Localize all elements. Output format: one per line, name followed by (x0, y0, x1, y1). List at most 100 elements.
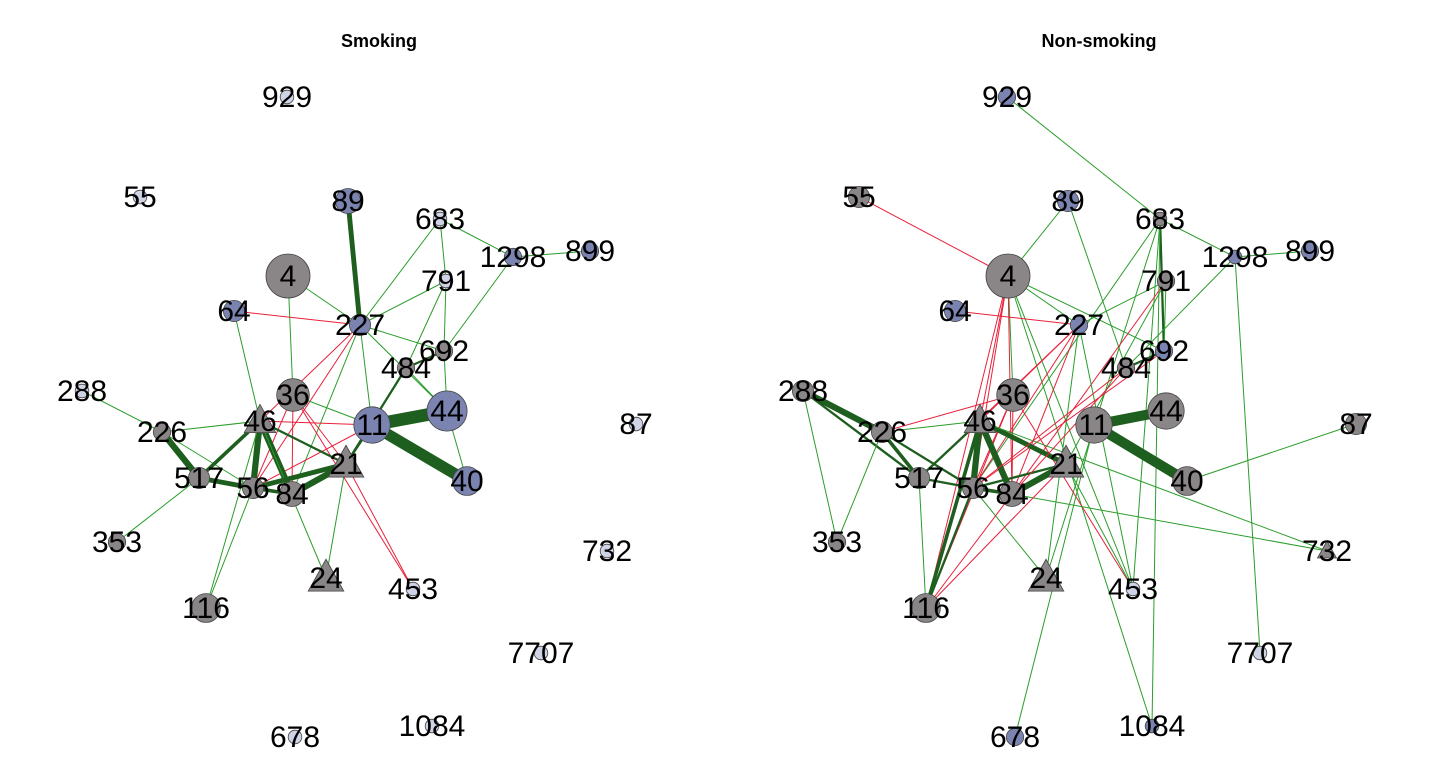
node-116: 116 (902, 592, 950, 625)
node-marker-791 (438, 273, 454, 289)
node-484: 484 (1101, 352, 1151, 385)
edge-56-21 (971, 462, 1068, 490)
node-marker-899 (1300, 241, 1320, 261)
edge-56-24 (972, 487, 1047, 579)
edge-46-732 (979, 420, 1328, 552)
edge-791-484 (405, 280, 447, 369)
node-1084: 1084 (399, 710, 466, 743)
node-marker-40 (1172, 466, 1202, 496)
edge-683-227 (359, 218, 441, 326)
node-46: 46 (243, 403, 277, 438)
node-marker-55 (848, 185, 871, 208)
node-label-56: 56 (236, 472, 269, 505)
node-marker-84 (279, 481, 305, 507)
node-24: 24 (307, 558, 345, 595)
node-marker-116 (911, 593, 941, 623)
node-marker-732 (1316, 540, 1338, 559)
edge-288-353 (802, 390, 838, 543)
node-353: 353 (92, 526, 142, 559)
node-36: 36 (276, 378, 310, 412)
edge-64-227 (233, 310, 361, 326)
node-marker-226 (871, 420, 894, 443)
edge-227-46 (259, 324, 361, 422)
edge-1298-484 (1125, 256, 1236, 369)
node-11: 11 (1075, 406, 1113, 444)
node-marker-353 (827, 532, 847, 552)
node-marker-353 (107, 532, 127, 552)
panel-non-smoking: Non-smoking 929 55 89 683 1298 899 4 791 64 227 69… (778, 31, 1373, 754)
edge-1298-692 (443, 256, 514, 352)
node-marker-7707 (1252, 645, 1268, 661)
node-64: 64 (938, 295, 971, 328)
node-marker-929 (997, 87, 1017, 107)
node-label-692: 692 (419, 335, 469, 368)
node-227: 227 (1054, 309, 1104, 342)
edge-288-517 (801, 389, 921, 480)
node-929: 929 (262, 81, 312, 114)
node-marker-40 (452, 466, 482, 496)
node-marker-683 (1152, 211, 1168, 227)
node-marker-24 (1027, 558, 1065, 592)
node-4: 4 (265, 253, 311, 299)
edge-4-453 (1007, 275, 1134, 590)
node-label-40: 40 (450, 465, 483, 498)
node-label-226: 226 (137, 416, 187, 449)
node-marker-683 (432, 211, 448, 227)
node-marker-1298 (503, 247, 523, 267)
node-label-4: 4 (1000, 260, 1017, 293)
node-marker-56 (241, 476, 264, 499)
node-label-64: 64 (938, 295, 971, 328)
node-marker-21 (1047, 444, 1085, 478)
node-label-40: 40 (1170, 465, 1203, 498)
node-marker-453 (1125, 581, 1141, 597)
node-791: 791 (421, 265, 471, 298)
node-marker-517 (187, 466, 210, 489)
edge-1298-899 (1234, 250, 1311, 258)
node-marker-56 (962, 476, 985, 499)
edge-55-4 (858, 196, 1009, 277)
node-label-21: 21 (329, 448, 362, 481)
node-89: 89 (331, 185, 364, 218)
node-marker-678 (287, 729, 303, 745)
node-marker-44 (426, 390, 468, 432)
node-marker-84 (999, 481, 1025, 507)
node-marker-692 (434, 341, 454, 361)
node-55: 55 (123, 181, 156, 214)
node-marker-64 (222, 299, 245, 322)
node-683: 683 (415, 203, 465, 236)
edge-227-56 (972, 324, 1080, 489)
node-484: 484 (381, 352, 431, 385)
edge-226-46 (881, 420, 981, 433)
edge-791-84 (1011, 280, 1167, 495)
edge-517-353 (116, 477, 200, 543)
node-marker-453 (405, 581, 421, 597)
node-label-791: 791 (1141, 265, 1191, 298)
node-87: 87 (619, 408, 652, 441)
edge-36-226 (881, 394, 1014, 433)
node-label-36: 36 (996, 379, 1029, 412)
edge-683-24 (1045, 218, 1161, 579)
edge-36-56 (252, 394, 294, 489)
edge-683-56 (972, 218, 1161, 489)
edge-288-226 (799, 387, 886, 436)
edge-517-116 (918, 477, 927, 609)
edge-4-116 (925, 275, 1009, 609)
node-marker-899 (580, 241, 600, 261)
node-label-55: 55 (842, 181, 875, 214)
node-227: 227 (335, 309, 385, 342)
node-label-7707: 7707 (1227, 637, 1294, 670)
edge-40-87 (1186, 423, 1357, 482)
node-label-517: 517 (174, 462, 224, 495)
node-678: 678 (990, 721, 1040, 754)
node-7707: 7707 (1227, 637, 1294, 670)
edge-791-227 (1078, 280, 1167, 326)
edge-4-1084 (1007, 275, 1153, 727)
node-288: 288 (57, 375, 107, 408)
node-label-929: 929 (982, 81, 1032, 114)
node-1298: 1298 (480, 241, 547, 274)
node-marker-4 (265, 253, 311, 299)
node-label-484: 484 (381, 352, 431, 385)
